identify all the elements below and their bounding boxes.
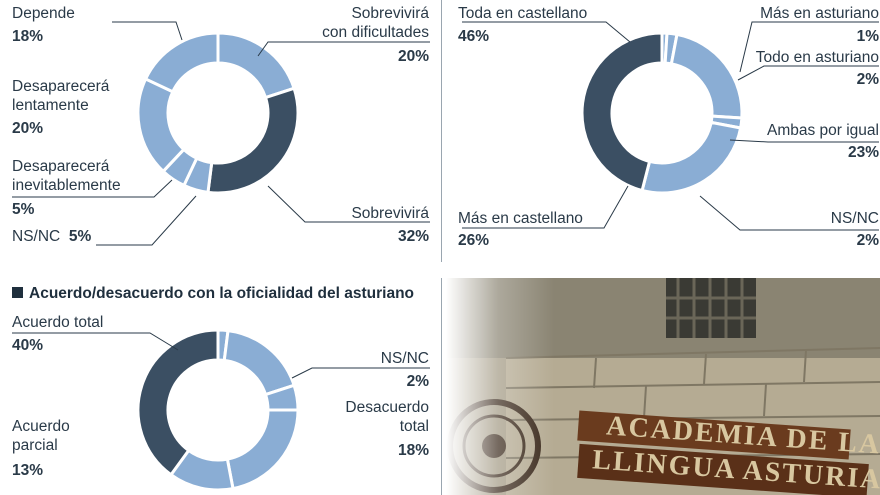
stone-wall-image <box>446 278 880 495</box>
value-mas-ast: 1% <box>856 28 879 45</box>
leader-desap-inev <box>12 179 173 198</box>
leader-nsnc-3 <box>291 367 430 379</box>
leader-nsnc-2 <box>699 195 879 231</box>
label-ambas: Ambas por igual <box>766 122 879 139</box>
chart-title-oficialidad: Acuerdo/desacuerdo con la oficialidad de… <box>12 285 414 303</box>
leader-sobrev-dif <box>257 41 430 57</box>
value-toda-cast: 46% <box>458 28 490 45</box>
leader-toda-cast <box>462 21 631 43</box>
value-sobrev-dif: 20% <box>397 48 429 65</box>
leader-mas-cast <box>462 185 629 229</box>
value-sobrev: 32% <box>397 228 429 245</box>
value-ambas: 23% <box>847 144 879 161</box>
leader-todo-ast <box>737 65 879 81</box>
label-desacuerdo: Desacuerdo total <box>345 399 429 435</box>
leader-sobrev <box>267 185 430 223</box>
value-desap-lent: 20% <box>12 120 44 137</box>
label-ac-parcial: Acuerdo parcial <box>12 418 70 454</box>
label-mas-cast: Más en castellano <box>458 210 583 227</box>
label-depende: Depende <box>12 5 75 22</box>
leader-depende <box>112 21 183 41</box>
label-nsnc-1: NS/NC 5% <box>12 228 92 245</box>
label-sobrev: Sobrevivirá <box>351 205 429 222</box>
label-nsnc-3: NS/NC <box>380 350 429 367</box>
value-nsnc-3: 2% <box>406 373 429 390</box>
label-todo-ast: Todo en asturiano <box>755 49 879 66</box>
value-nsnc-2: 2% <box>856 232 879 249</box>
label-desap-inev: Desaparecerá inevitablemente <box>12 158 121 194</box>
value-desacuerdo: 18% <box>397 442 429 459</box>
vertical-divider <box>441 0 442 262</box>
label-sobrev-dif: Sobrevivirá con dificultades <box>322 5 429 41</box>
value-ac-total: 40% <box>12 337 44 354</box>
leader-ambas <box>729 139 879 143</box>
leader-ac-total <box>12 332 179 351</box>
donut-1-slice-6 <box>143 31 220 94</box>
donut-2-slice-6 <box>580 31 664 193</box>
label-nsnc-2: NS/NC <box>830 210 879 227</box>
value-desap-inev: 5% <box>12 201 35 218</box>
vertical-divider-lower <box>441 278 442 495</box>
label-mas-ast: Más en asturiano <box>760 5 879 22</box>
value-todo-ast: 2% <box>856 71 879 88</box>
value-ac-parcial: 13% <box>12 462 44 479</box>
label-ac-total: Acuerdo total <box>12 314 104 331</box>
value-mas-cast: 26% <box>458 232 490 249</box>
leader-mas-ast <box>739 21 879 73</box>
leader-nsnc-1 <box>96 195 197 246</box>
label-desap-lent: Desaparecerá lentamente <box>12 78 110 114</box>
title-square-icon <box>12 287 23 298</box>
label-toda-cast: Toda en castellano <box>458 5 588 22</box>
donut-3-slice-6 <box>136 328 220 477</box>
value-depende: 18% <box>12 28 44 45</box>
photo-academia-building: ACADEMIA DE LA LLINGUA ASTURIANA <box>446 278 880 495</box>
